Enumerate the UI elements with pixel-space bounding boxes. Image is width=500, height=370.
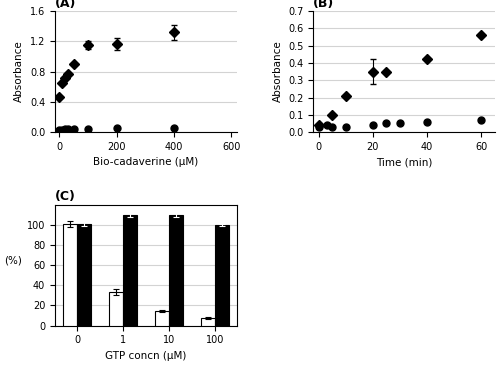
X-axis label: GTP concn (μM): GTP concn (μM) xyxy=(105,351,186,361)
Bar xyxy=(215,225,228,326)
X-axis label: Time (min): Time (min) xyxy=(376,157,432,167)
Bar xyxy=(201,317,215,326)
Bar xyxy=(109,292,123,326)
Bar xyxy=(169,215,182,326)
Text: (C): (C) xyxy=(55,191,76,204)
Bar xyxy=(123,215,136,326)
Text: (B): (B) xyxy=(313,0,334,10)
Bar xyxy=(155,312,169,326)
Y-axis label: (%): (%) xyxy=(4,255,22,265)
Y-axis label: Absorbance: Absorbance xyxy=(14,41,24,102)
Bar xyxy=(77,224,91,326)
Bar xyxy=(64,224,77,326)
Y-axis label: Absorbance: Absorbance xyxy=(272,41,282,102)
X-axis label: Bio-cadaverine (μM): Bio-cadaverine (μM) xyxy=(94,157,198,167)
Text: (A): (A) xyxy=(55,0,76,10)
